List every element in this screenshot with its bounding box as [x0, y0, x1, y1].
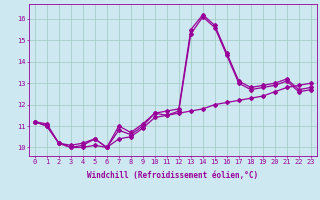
X-axis label: Windchill (Refroidissement éolien,°C): Windchill (Refroidissement éolien,°C): [87, 171, 258, 180]
